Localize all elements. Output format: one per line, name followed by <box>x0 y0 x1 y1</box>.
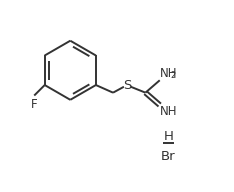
Text: S: S <box>123 79 132 92</box>
Text: F: F <box>31 98 37 111</box>
Text: NH: NH <box>160 67 178 80</box>
Text: 2: 2 <box>170 71 175 80</box>
Text: NH: NH <box>160 105 178 118</box>
Text: Br: Br <box>161 150 176 163</box>
Text: H: H <box>164 131 173 143</box>
